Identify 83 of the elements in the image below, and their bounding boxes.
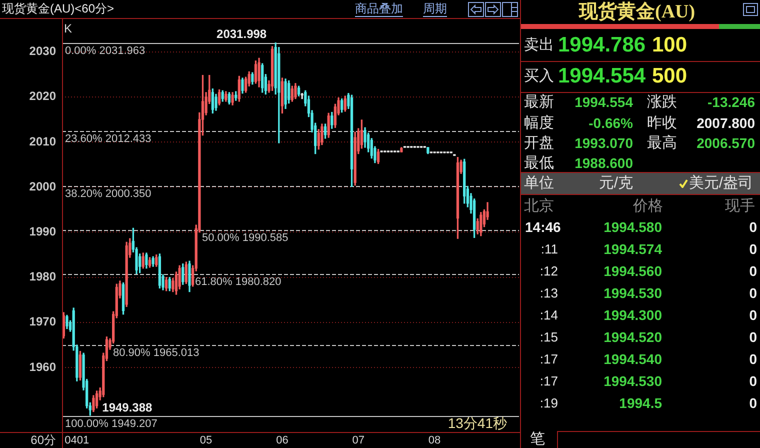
- text: 1994.554: [558, 64, 646, 88]
- text: 0: [749, 285, 757, 301]
- text: 0: [749, 351, 757, 367]
- text: 最高: [647, 134, 677, 152]
- x-tick-label: 06: [276, 434, 288, 447]
- text: :12: [540, 264, 558, 278]
- text: 1994.5: [619, 395, 662, 411]
- annotation: 2031.998: [216, 27, 267, 42]
- text: 幅度: [524, 114, 554, 132]
- y-tick-label: 2020: [29, 89, 56, 104]
- text: 1994.580: [604, 219, 662, 235]
- chart-title: 现货黄金(AU)<60分>: [2, 1, 114, 16]
- text: 笔: [530, 430, 545, 448]
- text: :15: [540, 330, 558, 344]
- text: 2007.800: [696, 115, 755, 131]
- text: :11: [540, 242, 558, 256]
- ref-line-label: 100.00% 1949.207: [65, 418, 158, 430]
- text: :14: [540, 308, 558, 322]
- text: 0: [749, 241, 757, 257]
- text: 0: [749, 373, 757, 389]
- text: 0: [749, 307, 757, 323]
- text: -0.66%: [588, 115, 633, 131]
- text: 1994.560: [604, 263, 662, 279]
- text: 1994.300: [604, 307, 662, 323]
- text: 北京: [524, 198, 554, 214]
- y-tick-label: 2030: [29, 44, 56, 58]
- text: 1988.600: [574, 155, 633, 171]
- text: 500: [652, 64, 688, 88]
- text: 美元/盎司: [688, 174, 753, 192]
- text: 0: [749, 263, 757, 279]
- text: 卖出: [524, 36, 554, 54]
- y-tick-label: 1980: [29, 270, 56, 284]
- y-tick-label: 2010: [29, 134, 56, 148]
- text: 单位: [524, 174, 554, 192]
- text: 昨收: [647, 114, 677, 132]
- ref-line-label: 0.00% 2031.963: [65, 45, 146, 58]
- text: -13.246: [708, 94, 755, 110]
- text: 1993.070: [574, 135, 633, 151]
- text: 1994.530: [604, 373, 662, 389]
- text: 14:46: [525, 219, 561, 235]
- x-tick-label: 0401: [64, 434, 90, 447]
- text: :17: [540, 352, 558, 366]
- text: 开盘: [524, 134, 554, 152]
- text: 最新: [524, 94, 554, 110]
- text: 周期: [423, 1, 447, 16]
- annotation: 1949.388: [102, 400, 153, 415]
- text: 0: [749, 395, 757, 411]
- text: 买入: [524, 68, 554, 84]
- text: 价格: [633, 198, 663, 214]
- x-tick-label: 07: [352, 434, 365, 447]
- text: 1994.540: [604, 351, 662, 367]
- y-tick-label: 1970: [29, 314, 56, 329]
- y-tick-label: 1960: [29, 360, 56, 374]
- text: 现手: [725, 198, 755, 214]
- text: :17: [540, 374, 558, 388]
- text: 100: [652, 34, 688, 56]
- annotation: 13分41秒: [448, 414, 507, 431]
- ref-line-label: 23.60% 2012.433: [65, 133, 152, 146]
- text: :13: [540, 286, 558, 300]
- text: 0: [749, 219, 757, 235]
- text: 商品叠加: [355, 1, 403, 16]
- x-tick-label: 05: [200, 434, 212, 447]
- text: 涨跌: [647, 94, 677, 110]
- text: 1994.574: [604, 241, 662, 257]
- text: 0: [749, 329, 757, 345]
- text: 1994.554: [574, 94, 633, 110]
- text: 1994.786: [558, 34, 646, 56]
- text: 元/克: [598, 174, 633, 192]
- annotation: K: [64, 21, 72, 36]
- text: :19: [540, 396, 558, 410]
- ref-line-label: 50.00% 1990.585: [202, 232, 288, 244]
- text: 现货黄金(AU): [579, 2, 696, 22]
- ref-line-label: 61.80% 1980.820: [195, 276, 282, 288]
- ref-line-label: 80.90% 1965.013: [113, 347, 200, 360]
- text: 1994.520: [604, 329, 662, 345]
- ref-line-label: 38.20% 2000.350: [65, 188, 152, 200]
- y-tick-label: 1990: [29, 224, 56, 239]
- text: 2006.570: [696, 135, 755, 151]
- x-tick-label: 08: [428, 434, 441, 447]
- y-tick-label: 2000: [29, 179, 56, 194]
- text: 1994.530: [604, 285, 662, 301]
- x-axis-title: 60分: [30, 432, 56, 447]
- text: 最低: [524, 154, 554, 172]
